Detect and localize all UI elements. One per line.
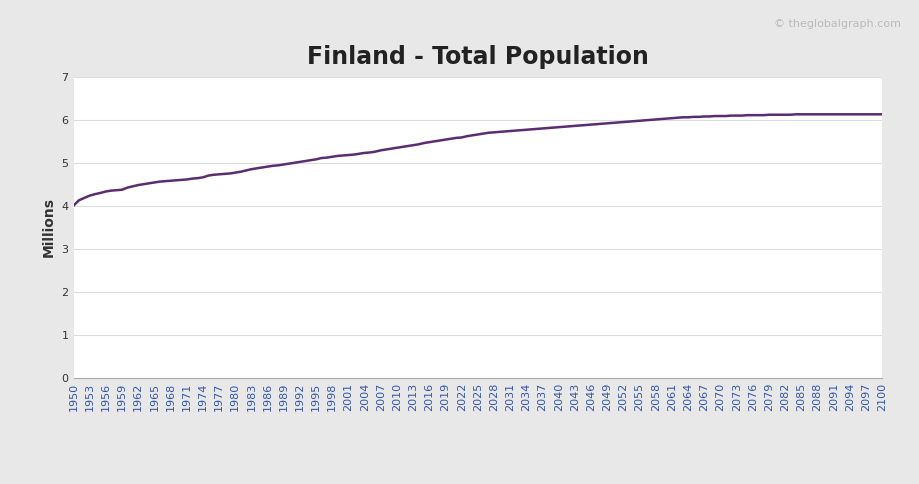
Title: Finland - Total Population: Finland - Total Population bbox=[307, 45, 649, 69]
Y-axis label: Millions: Millions bbox=[42, 197, 56, 257]
Text: © theglobalgraph.com: © theglobalgraph.com bbox=[774, 19, 901, 30]
